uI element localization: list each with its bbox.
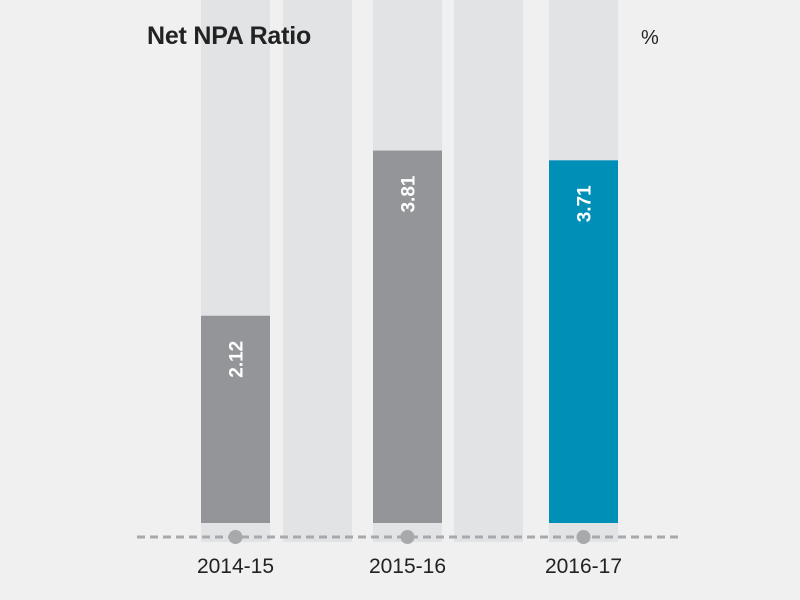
bar-track-4 xyxy=(454,0,523,542)
chart-title: Net NPA Ratio xyxy=(147,22,312,50)
x-tick-label-2015-16: 2015-16 xyxy=(369,555,446,578)
x-tick-label-2016-17: 2016-17 xyxy=(545,555,622,578)
bar-track-2 xyxy=(283,0,352,542)
bar-2016-17 xyxy=(549,160,618,523)
axis-marker-2016-17 xyxy=(576,530,591,544)
axis-marker-2015-16 xyxy=(400,530,415,544)
unit-label: % xyxy=(641,27,659,49)
value-label-2014-15: 2.12 xyxy=(227,341,248,378)
x-tick-label-2014-15: 2014-15 xyxy=(197,555,274,578)
bar-2015-16 xyxy=(373,150,442,524)
bar-2014-15 xyxy=(201,315,270,523)
axis-marker-2014-15 xyxy=(228,530,243,544)
value-label-2015-16: 3.81 xyxy=(399,175,420,212)
value-label-2016-17: 3.71 xyxy=(575,185,596,222)
